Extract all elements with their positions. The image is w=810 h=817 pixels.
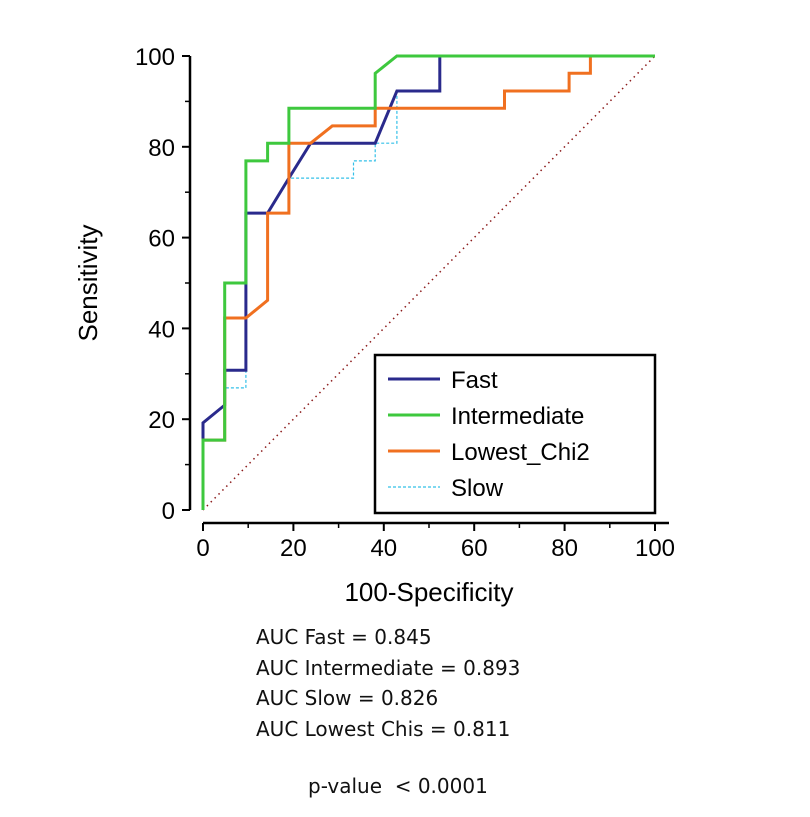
- auc-stats: AUC Fast = 0.845 AUC Intermediate = 0.89…: [256, 622, 520, 744]
- roc-chart: 0 20 40 60 80 100 0 20 40 60 80 100 100-Specificity S…: [73, 44, 675, 607]
- series-line-intermediate: [201, 54, 655, 510]
- y-tick-label: 20: [148, 407, 175, 434]
- legend-label: Fast: [451, 367, 498, 394]
- auc-fast-text: AUC Fast = 0.845: [256, 625, 432, 649]
- x-tick-label: 80: [551, 535, 578, 562]
- legend-label: Lowest_Chi2: [451, 439, 590, 466]
- y-tick-label: 100: [135, 44, 175, 71]
- x-tick-label: 0: [196, 535, 209, 562]
- legend-label: Slow: [451, 475, 504, 502]
- y-tick-label: 80: [148, 135, 175, 162]
- x-tick-label: 60: [461, 535, 488, 562]
- legend-label: Intermediate: [451, 403, 584, 430]
- reference-diagonal-line: [202, 55, 656, 511]
- y-axis-title: Sensitivity: [73, 224, 103, 341]
- x-tick-label: 40: [370, 535, 397, 562]
- x-tick-label: 20: [280, 535, 307, 562]
- x-tick-label: 100: [635, 535, 675, 562]
- auc-lowest-chis-text: AUC Lowest Chis = 0.811: [256, 716, 511, 741]
- legend-box: [373, 353, 657, 515]
- auc-intermediate-text: AUC Intermediate = 0.893: [256, 655, 521, 680]
- y-tick-label: 60: [148, 226, 175, 253]
- y-tick-label: 40: [148, 316, 175, 343]
- p-value-text: p-value < 0.0001: [308, 774, 488, 798]
- series-line-lowest-chi2: [201, 54, 655, 510]
- y-tick-label: 0: [162, 498, 175, 525]
- auc-slow-text: AUC Slow = 0.826: [256, 686, 439, 710]
- x-axis-title: 100-Specificity: [344, 577, 513, 607]
